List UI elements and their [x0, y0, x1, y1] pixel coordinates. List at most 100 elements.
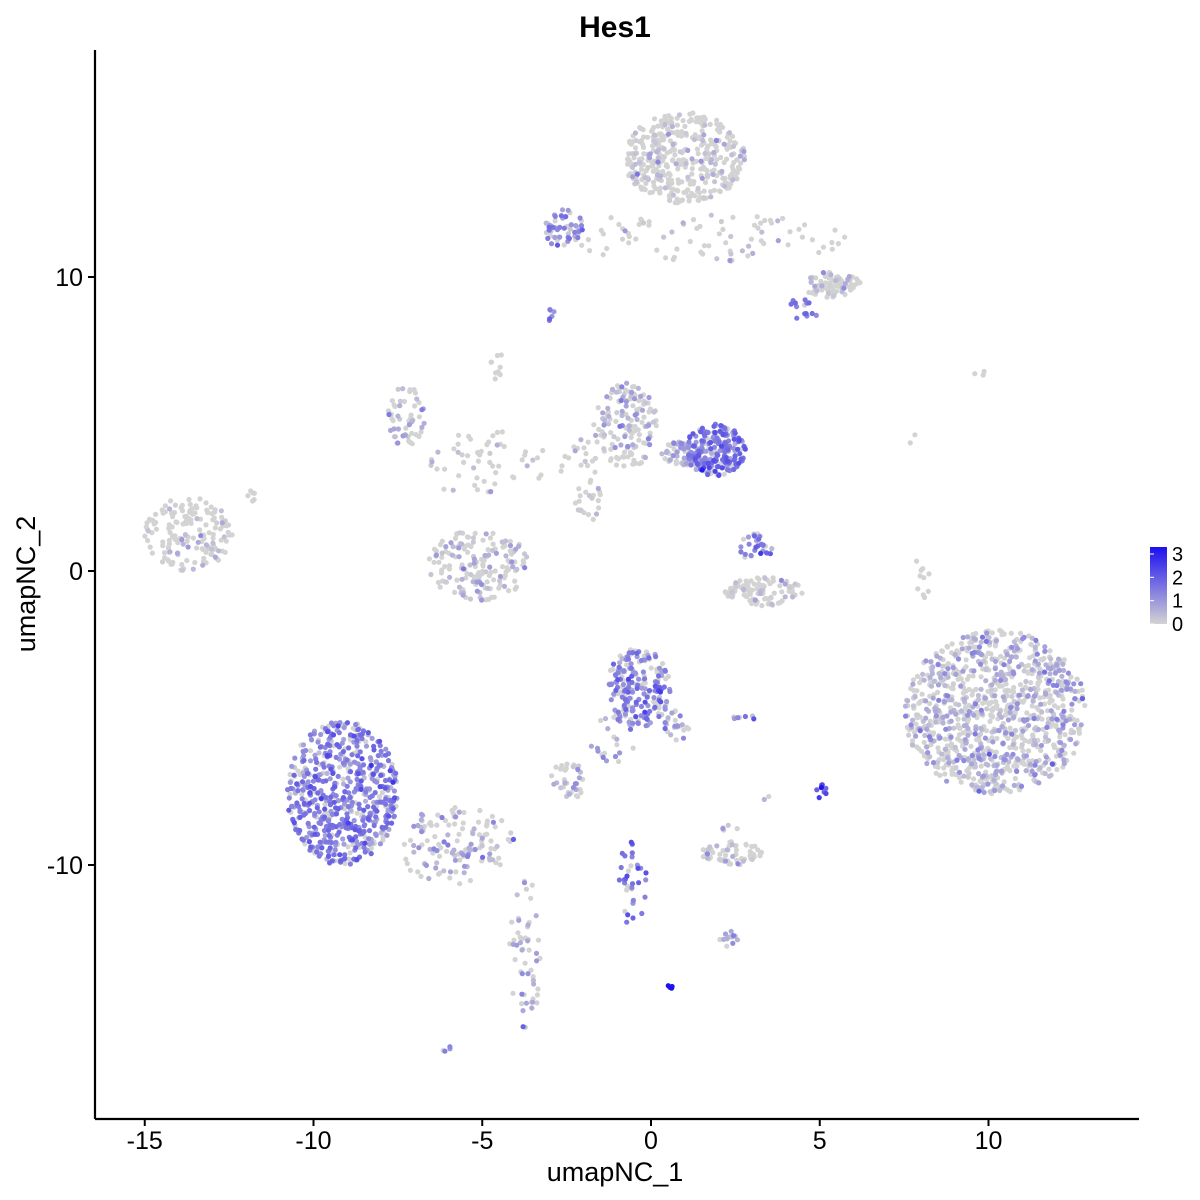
- data-point: [162, 503, 168, 509]
- data-point: [291, 772, 297, 778]
- data-point: [209, 546, 215, 552]
- data-point: [1010, 741, 1016, 747]
- data-point: [712, 179, 718, 185]
- data-point: [631, 457, 637, 463]
- data-point: [657, 689, 664, 695]
- data-point: [642, 187, 648, 193]
- data-point: [1009, 693, 1015, 700]
- legend-tick-label: 1: [1172, 591, 1183, 613]
- data-point: [489, 547, 496, 554]
- data-point: [305, 779, 311, 785]
- data-point: [1036, 670, 1042, 676]
- data-point: [696, 190, 703, 196]
- data-point: [999, 632, 1005, 638]
- data-point: [628, 661, 634, 667]
- data-point: [575, 794, 581, 800]
- data-point: [970, 673, 976, 679]
- data-point: [762, 596, 768, 602]
- data-point: [591, 422, 597, 428]
- data-point: [608, 430, 614, 436]
- data-point: [746, 541, 752, 547]
- data-point: [623, 403, 629, 409]
- data-point: [965, 732, 971, 738]
- data-point: [1061, 757, 1067, 763]
- data-point: [724, 467, 731, 473]
- data-point: [487, 851, 493, 857]
- data-point: [929, 671, 936, 677]
- data-point: [928, 683, 935, 689]
- data-point: [362, 798, 369, 804]
- data-point: [799, 234, 806, 240]
- data-point: [698, 429, 704, 435]
- data-point: [700, 847, 706, 853]
- data-point: [1046, 737, 1052, 744]
- data-point: [630, 442, 636, 448]
- data-point: [638, 393, 644, 399]
- data-point: [699, 467, 705, 473]
- data-point: [307, 758, 314, 764]
- data-point: [641, 134, 647, 140]
- data-point: [434, 822, 440, 828]
- data-point: [585, 439, 591, 445]
- data-point: [483, 597, 489, 603]
- data-point: [729, 133, 736, 139]
- data-point: [447, 875, 453, 881]
- data-point: [980, 752, 987, 758]
- data-point: [998, 714, 1005, 720]
- data-point: [685, 445, 692, 451]
- data-point: [406, 422, 412, 428]
- data-point: [969, 650, 975, 656]
- data-point: [993, 704, 999, 710]
- data-point: [411, 387, 417, 393]
- data-point: [642, 454, 649, 461]
- data-point: [611, 434, 617, 440]
- data-point: [382, 785, 388, 791]
- data-point: [451, 847, 457, 853]
- data-point: [958, 779, 964, 785]
- data-point: [643, 180, 649, 186]
- data-point: [625, 443, 631, 450]
- data-point: [718, 857, 724, 863]
- data-point: [301, 800, 307, 807]
- data-point: [209, 551, 215, 558]
- data-point: [969, 782, 975, 788]
- data-point: [635, 427, 641, 433]
- data-point: [652, 700, 658, 706]
- data-point: [759, 229, 765, 235]
- y-tick-label: 10: [55, 264, 83, 292]
- data-point: [306, 839, 312, 845]
- data-point: [552, 234, 558, 240]
- data-point: [384, 832, 390, 838]
- data-point: [928, 742, 934, 748]
- data-point: [983, 638, 989, 645]
- data-point: [949, 771, 955, 777]
- data-point: [1035, 680, 1041, 686]
- data-point: [367, 755, 373, 761]
- data-point: [963, 705, 969, 712]
- data-point: [1043, 754, 1049, 760]
- data-point: [347, 769, 354, 775]
- data-point: [472, 846, 478, 853]
- data-point: [999, 724, 1005, 730]
- data-point: [1037, 695, 1043, 701]
- data-point: [665, 715, 671, 721]
- data-point: [184, 557, 190, 564]
- data-point: [642, 676, 648, 682]
- data-point: [615, 456, 622, 462]
- data-point: [990, 739, 996, 745]
- data-point: [674, 449, 680, 455]
- data-point: [400, 386, 406, 392]
- data-point: [958, 708, 965, 714]
- data-point: [457, 530, 463, 536]
- data-point: [643, 400, 649, 406]
- data-point: [585, 463, 591, 469]
- data-point: [344, 757, 350, 763]
- data-point: [927, 718, 933, 724]
- x-tick-label: 0: [644, 1127, 658, 1155]
- data-point: [317, 744, 323, 750]
- data-point: [167, 506, 173, 512]
- data-point: [525, 922, 531, 928]
- data-point: [171, 509, 177, 516]
- data-point: [701, 460, 708, 466]
